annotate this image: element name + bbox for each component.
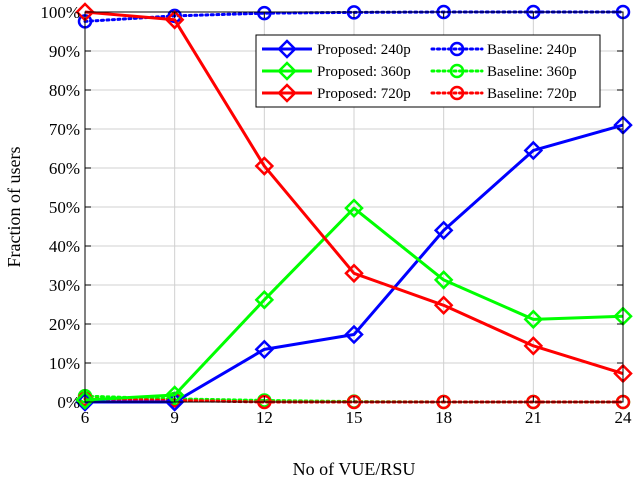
data-point <box>257 5 272 21</box>
legend-label: Baseline: 240p <box>487 42 577 58</box>
legend-marker <box>277 83 297 103</box>
data-point <box>433 270 454 290</box>
legend-label: Proposed: 360p <box>317 64 411 80</box>
x-tick-label: 24 <box>615 408 633 427</box>
series-line <box>84 206 624 402</box>
data-point <box>523 140 544 161</box>
legend-item: Proposed: 240p <box>262 39 411 59</box>
legend-label: Proposed: 240p <box>317 42 411 58</box>
x-tick-label: 6 <box>81 408 90 427</box>
y-tick-label: 80% <box>49 81 80 100</box>
data-point <box>75 390 95 410</box>
y-tick-label: 50% <box>49 198 80 217</box>
data-point <box>254 339 275 360</box>
legend-marker <box>449 63 465 79</box>
y-tick-label: 60% <box>49 159 80 178</box>
legend-label: Baseline: 360p <box>487 64 577 80</box>
data-point <box>254 290 275 310</box>
legend-item: Baseline: 360p <box>430 63 577 80</box>
y-tick-label: 90% <box>49 42 80 61</box>
x-tick-label: 21 <box>525 408 542 427</box>
data-point <box>344 263 364 284</box>
x-tick-label: 12 <box>256 408 273 427</box>
data-point <box>344 324 364 345</box>
legend-item: Baseline: 240p <box>430 41 577 58</box>
y-tick-label: 40% <box>49 237 80 256</box>
axis-ticks: 0% 10% 20% 30% 40% 50% 60% 70% 80% 90% 100% 6 9 12 15 1… <box>40 3 632 427</box>
legend-marker <box>449 85 465 101</box>
data-point <box>164 10 185 30</box>
legend-label: Proposed: 720p <box>317 86 411 102</box>
legend: Proposed: 240p Proposed: 360p Proposed: 72… <box>255 34 601 108</box>
legend-box <box>255 34 601 108</box>
data-point <box>433 220 454 241</box>
x-tick-label: 15 <box>346 408 363 427</box>
legend-label: Baseline: 720p <box>487 86 577 102</box>
legend-marker <box>449 41 465 57</box>
x-tick-label: 18 <box>435 408 452 427</box>
y-tick-label: 20% <box>49 315 80 334</box>
legend-marker <box>277 61 297 81</box>
data-point <box>523 309 544 330</box>
y-tick-label: 100% <box>40 3 80 22</box>
data-point <box>523 336 544 356</box>
data-point <box>344 198 364 218</box>
data-point <box>254 156 275 176</box>
y-tick-label: 30% <box>49 276 80 295</box>
legend-item: Proposed: 720p <box>262 83 411 103</box>
x-tick-label: 9 <box>170 408 179 427</box>
legend-item: Baseline: 720p <box>430 85 577 102</box>
y-axis-label: Fraction of users <box>4 147 24 268</box>
y-tick-label: 10% <box>49 354 80 373</box>
y-tick-label: 70% <box>49 120 80 139</box>
data-point <box>164 385 185 405</box>
data-point <box>433 295 454 316</box>
series-proposed-360p <box>75 198 633 410</box>
x-axis-label: No of VUE/RSU <box>293 459 416 479</box>
y-tick-label: 0% <box>57 393 80 412</box>
legend-item: Proposed: 360p <box>262 61 411 81</box>
legend-marker <box>277 39 297 59</box>
series-line <box>84 10 624 375</box>
